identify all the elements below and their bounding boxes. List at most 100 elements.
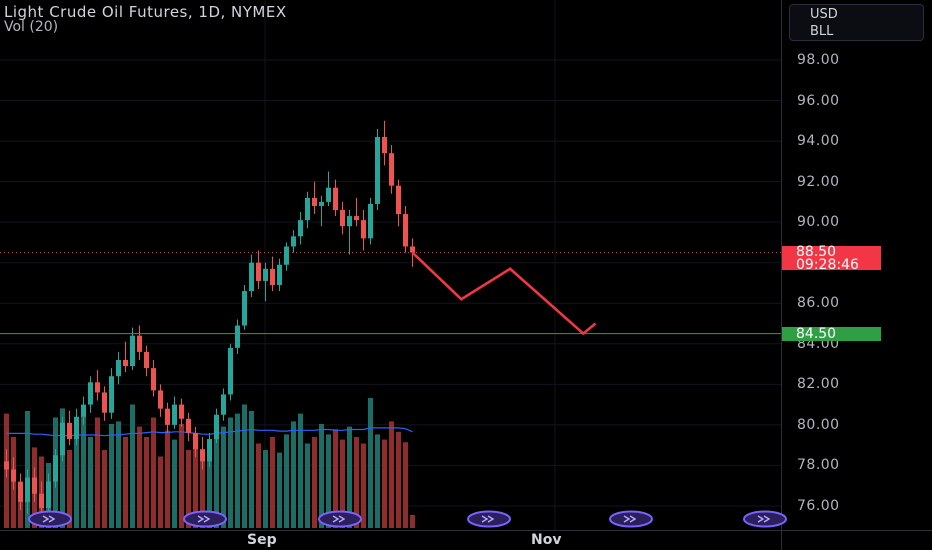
candle-body-21 — [151, 368, 156, 391]
volume-bar-22 — [158, 456, 163, 528]
candle-body-9 — [67, 422, 72, 440]
candle-body-16 — [116, 359, 121, 377]
candle-body-28 — [200, 449, 205, 462]
candle-body-25 — [179, 404, 184, 419]
candle-body-20 — [144, 351, 149, 369]
unit-label: BLL — [810, 24, 834, 39]
volume-bar-31 — [221, 426, 226, 528]
candle-body-7 — [53, 455, 58, 482]
volume-bar-29 — [207, 452, 212, 528]
volume-bar-40 — [284, 434, 289, 528]
volume-bar-57 — [403, 442, 408, 528]
candle-body-11 — [81, 404, 86, 417]
event-marker-2[interactable] — [318, 510, 362, 528]
volume-bar-30 — [214, 434, 219, 528]
volume-bar-52 — [368, 398, 373, 528]
volume-bar-26 — [186, 450, 191, 528]
volume-bar-34 — [242, 404, 247, 528]
candle-body-56 — [396, 185, 401, 215]
candle-body-43 — [305, 197, 310, 221]
event-marker-3[interactable] — [467, 510, 511, 528]
candle-body-6 — [46, 481, 51, 508]
candle-body-38 — [270, 268, 275, 285]
candle-body-19 — [137, 335, 142, 352]
candle-body-1 — [11, 469, 16, 482]
current-price-tag: 88.50 09:28:46 — [782, 244, 881, 273]
volume-bar-32 — [228, 417, 233, 528]
volume-bar-43 — [305, 443, 310, 528]
price-axis-label-4: 90.00 — [797, 214, 840, 231]
price-axis-label-8: 80.00 — [797, 416, 840, 433]
volume-bar-12 — [88, 437, 93, 528]
currency-unit-box[interactable]: USD BLL — [789, 4, 924, 41]
volume-bar-24 — [172, 439, 177, 528]
candle-body-50 — [354, 216, 359, 221]
symbol-title[interactable]: Light Crude Oil Futures, 1D, NYMEX — [4, 3, 287, 21]
candle-body-14 — [102, 392, 107, 413]
candle-body-23 — [165, 408, 170, 425]
candle-body-40 — [284, 246, 289, 265]
volume-bar-50 — [354, 437, 359, 528]
price-axis-label-5: 86.00 — [797, 295, 840, 312]
event-marker-1[interactable] — [183, 510, 227, 528]
candle-body-22 — [158, 390, 163, 409]
candle-body-18 — [130, 335, 135, 367]
volume-bar-15 — [109, 424, 114, 528]
candle-body-55 — [389, 153, 394, 186]
volume-bar-23 — [165, 430, 170, 528]
candle-body-34 — [242, 291, 247, 326]
volume-bar-9 — [67, 450, 72, 528]
volume-bar-54 — [382, 439, 387, 528]
volume-bar-25 — [179, 424, 184, 528]
candle-body-31 — [221, 394, 226, 415]
candle-body-2 — [18, 481, 23, 502]
volume-bar-19 — [137, 426, 142, 528]
volume-bar-51 — [361, 443, 366, 528]
candle-body-3 — [25, 477, 30, 502]
volume-bar-46 — [326, 434, 331, 528]
volume-bar-38 — [270, 437, 275, 528]
level-price-value: 84.50 — [796, 326, 837, 342]
price-axis-label-9: 78.00 — [797, 457, 840, 474]
candle-body-30 — [214, 414, 219, 440]
candle-body-10 — [74, 416, 79, 440]
candle-body-5 — [39, 493, 44, 508]
candle-body-49 — [347, 216, 352, 227]
event-marker-0[interactable] — [28, 510, 72, 528]
volume-bar-44 — [312, 437, 317, 528]
candle-body-17 — [123, 359, 128, 367]
currency-label: USD — [810, 7, 838, 22]
volume-bar-56 — [396, 431, 401, 528]
candle-body-41 — [291, 236, 296, 247]
event-marker-4[interactable] — [609, 510, 653, 528]
volume-bar-45 — [319, 424, 324, 528]
volume-bar-27 — [193, 447, 198, 528]
time-label-sep: Sep — [247, 532, 277, 548]
volume-bar-28 — [200, 456, 205, 528]
volume-bar-47 — [333, 429, 338, 528]
bar-countdown: 09:28:46 — [796, 257, 859, 273]
volume-bar-48 — [340, 439, 345, 528]
candle-body-35 — [249, 262, 254, 292]
event-marker-5[interactable] — [743, 510, 787, 528]
candle-body-53 — [375, 137, 380, 204]
volume-bar-21 — [151, 417, 156, 528]
volume-bar-33 — [235, 413, 240, 528]
volume-bar-39 — [277, 452, 282, 528]
candle-body-46 — [326, 187, 331, 202]
candle-body-26 — [186, 418, 191, 433]
candle-body-51 — [361, 220, 366, 239]
price-axis-label-0: 98.00 — [797, 52, 840, 68]
volume-bar-13 — [95, 417, 100, 528]
candle-body-15 — [109, 376, 114, 413]
candle-body-27 — [193, 432, 198, 450]
volume-bar-20 — [144, 437, 149, 528]
volume-bar-14 — [102, 450, 107, 528]
current-price-value: 88.50 — [796, 244, 837, 260]
candle-body-29 — [207, 439, 212, 462]
volume-indicator-label[interactable]: Vol (20) — [4, 19, 59, 35]
candle-body-54 — [382, 137, 387, 154]
volume-bar-10 — [74, 426, 79, 528]
